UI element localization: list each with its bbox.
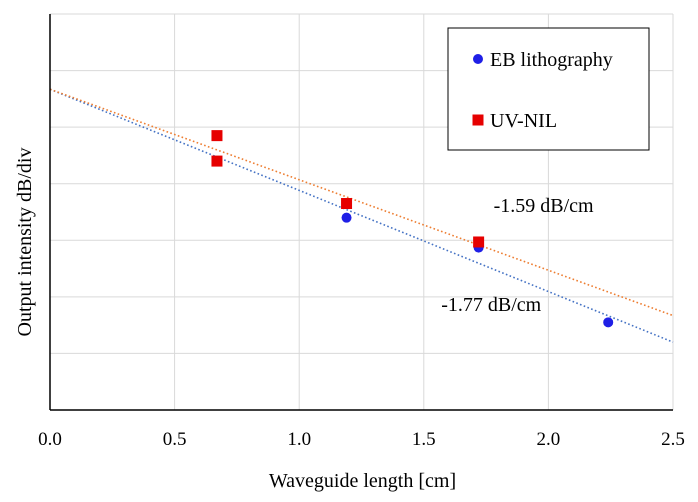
x-tick-label-4: 2.0 (537, 429, 561, 450)
data-point-eb-lithography-3 (603, 317, 614, 328)
trendline-layer (49, 88, 674, 343)
legend-label-uv-nil: UV-NIL (490, 110, 557, 132)
legend: EB lithography UV-NIL (447, 27, 650, 151)
legend-label-eb-lithography: EB lithography (490, 49, 613, 71)
y-axis-title: Output intensity dB/div (14, 148, 36, 337)
axis-layer (49, 14, 673, 411)
annotation-layer: -1.59 dB/cm -1.77 dB/cm (441, 195, 594, 316)
x-tick-label-2: 1.0 (287, 429, 311, 450)
tick-label-layer: 0.0 0.5 1.0 1.5 2.0 2.5 (38, 429, 685, 450)
legend-marker-uv-nil (472, 114, 484, 126)
legend-box (447, 27, 650, 151)
data-point-uv-nil-3 (473, 236, 485, 248)
trendline-uv-nil (49, 88, 674, 317)
x-tick-label-1: 0.5 (163, 429, 187, 450)
slope-annotation-1: -1.77 dB/cm (441, 294, 541, 316)
data-point-eb-lithography-1 (341, 212, 352, 223)
slope-annotation-0: -1.59 dB/cm (494, 195, 594, 217)
trendline-eb-lithography (49, 88, 674, 343)
data-point-uv-nil-1 (211, 155, 223, 167)
points-layer (211, 130, 614, 328)
x-tick-label-5: 2.5 (661, 429, 685, 450)
x-tick-label-0: 0.0 (38, 429, 62, 450)
data-point-uv-nil-2 (341, 198, 353, 210)
x-tick-label-3: 1.5 (412, 429, 436, 450)
data-point-uv-nil-0 (211, 130, 223, 142)
x-axis-title: Waveguide length [cm] (269, 470, 456, 492)
legend-marker-eb-lithography (473, 54, 483, 64)
